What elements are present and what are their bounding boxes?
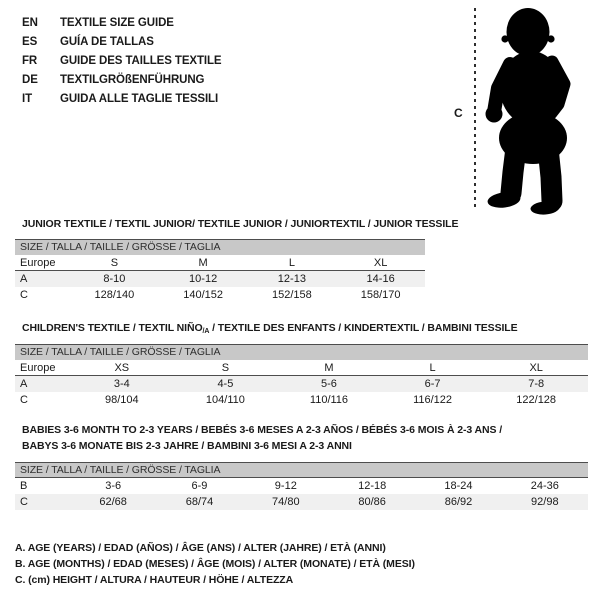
age-cell: 7-8 xyxy=(528,378,545,390)
junior-size-table: SIZE / TALLA / TAILLE / GRÖSSE / TAGLIA … xyxy=(15,239,425,303)
table-row-months: B 3-6 6-9 9-12 12-18 18-24 24-36 xyxy=(15,478,588,494)
footnote-legend: A. AGE (YEARS) / EDAD (AÑOS) / ÂGE (ANS)… xyxy=(15,540,415,588)
height-cell: 152/158 xyxy=(271,289,312,301)
size-cell: L xyxy=(429,362,436,374)
language-row-en: EN TEXTILE SIZE GUIDE xyxy=(22,13,222,32)
children-title-post: / TEXTILE DES ENFANTS / KINDERTEXTIL / B… xyxy=(209,322,518,334)
language-row-fr: FR GUIDE DES TAILLES TEXTILE xyxy=(22,51,222,70)
months-cell: 18-24 xyxy=(444,480,473,492)
height-cell: 116/122 xyxy=(413,394,453,406)
language-row-it: IT GUIDA ALLE TAGLIE TESSILI xyxy=(22,89,222,108)
age-cell: 4-5 xyxy=(217,378,234,390)
months-cell: 3-6 xyxy=(105,480,122,492)
language-label: GUÍA DE TALLAS xyxy=(60,35,154,48)
months-cell: 6-9 xyxy=(191,480,208,492)
language-code: ES xyxy=(22,35,38,48)
height-cell: 122/128 xyxy=(516,394,557,406)
height-cell: 86/92 xyxy=(444,496,473,508)
language-label: GUIDA ALLE TAGLIE TESSILI xyxy=(60,92,219,105)
row-label: C xyxy=(20,289,28,301)
height-cell: 80/86 xyxy=(358,496,386,508)
table-row-age: A 3-4 4-5 5-6 6-7 7-8 xyxy=(15,376,588,392)
table-row-age: A 8-10 10-12 12-13 14-16 xyxy=(15,271,425,287)
row-label: Europe xyxy=(20,257,56,269)
children-title-sub: /A xyxy=(202,328,210,335)
height-cell: 104/110 xyxy=(205,394,245,406)
language-label: TEXTILGRÖßENFÜHRUNG xyxy=(60,73,205,86)
age-cell: 12-13 xyxy=(277,273,306,285)
height-cell: 140/152 xyxy=(183,289,223,301)
size-cell: L xyxy=(288,257,295,269)
table-row-height: C 62/68 68/74 74/80 80/86 86/92 92/98 xyxy=(15,494,588,510)
age-cell: 5-6 xyxy=(321,378,337,390)
babies-size-table: SIZE / TALLA / TAILLE / GRÖSSE / TAGLIA … xyxy=(15,462,588,510)
age-cell: 14-16 xyxy=(366,273,395,285)
size-cell: S xyxy=(110,257,119,269)
children-size-table: SIZE / TALLA / TAILLE / GRÖSSE / TAGLIA … xyxy=(15,344,588,408)
language-label: GUIDE DES TAILLES TEXTILE xyxy=(60,54,222,67)
babies-section-title-line1: BABIES 3-6 MONTH TO 2-3 YEARS / BEBÉS 3-… xyxy=(22,424,503,436)
height-dashed-line xyxy=(474,8,476,210)
row-label: A xyxy=(20,378,28,390)
height-cell: 68/74 xyxy=(185,496,214,508)
height-cell: 158/170 xyxy=(360,289,401,301)
table-row-height: C 98/104 104/110 110/116 116/122 122/128 xyxy=(15,392,588,408)
row-label: C xyxy=(20,394,28,406)
age-cell: 8-10 xyxy=(103,273,126,285)
size-header-bar: SIZE / TALLA / TAILLE / GRÖSSE / TAGLIA xyxy=(15,239,425,255)
row-label: Europe xyxy=(20,362,56,374)
age-cell: 6-7 xyxy=(424,378,441,390)
size-header-bar: SIZE / TALLA / TAILLE / GRÖSSE / TAGLIA xyxy=(15,462,588,478)
footnote-age-months: B. AGE (MONTHS) / EDAD (MESES) / ÂGE (MO… xyxy=(15,558,415,570)
size-cell: M xyxy=(324,362,334,374)
height-cell: 110/116 xyxy=(309,394,349,406)
age-cell: 10-12 xyxy=(189,273,218,285)
babies-section-title-line2: BABYS 3-6 MONATE BIS 2-3 JAHRE / BAMBINI… xyxy=(22,440,352,452)
language-code: DE xyxy=(22,73,38,86)
height-cell: 74/80 xyxy=(272,496,300,508)
language-label: TEXTILE SIZE GUIDE xyxy=(60,16,174,29)
language-code: EN xyxy=(22,16,38,29)
language-code: IT xyxy=(22,92,33,105)
height-cell: 98/104 xyxy=(104,394,139,406)
table-row-europe: Europe S M L XL xyxy=(15,255,425,271)
language-list: EN TEXTILE SIZE GUIDE ES GUÍA DE TALLAS … xyxy=(22,13,222,108)
age-cell: 3-4 xyxy=(113,378,130,390)
junior-section-title: JUNIOR TEXTILE / TEXTIL JUNIOR/ TEXTILE … xyxy=(22,218,459,230)
size-cell: S xyxy=(221,362,230,374)
footnote-age-years: A. AGE (YEARS) / EDAD (AÑOS) / ÂGE (ANS)… xyxy=(15,542,386,554)
size-header-bar: SIZE / TALLA / TAILLE / GRÖSSE / TAGLIA xyxy=(15,344,588,360)
baby-silhouette-icon xyxy=(485,8,571,215)
language-code: FR xyxy=(22,54,38,67)
row-label: A xyxy=(20,273,28,285)
table-row-europe: Europe XS S M L XL xyxy=(15,360,588,376)
children-section-title: CHILDREN'S TEXTILE / TEXTIL NIÑO/A / TEX… xyxy=(22,322,518,335)
children-title-pre: CHILDREN'S TEXTILE / TEXTIL NIÑO xyxy=(22,322,203,334)
size-cell: XS xyxy=(114,362,130,374)
height-cell: 62/68 xyxy=(99,496,127,508)
height-figure: C xyxy=(450,0,600,220)
size-cell: XL xyxy=(373,257,388,269)
height-cell: 92/98 xyxy=(531,496,559,508)
row-label: B xyxy=(20,480,28,492)
language-row-de: DE TEXTILGRÖßENFÜHRUNG xyxy=(22,70,222,89)
months-cell: 24-36 xyxy=(530,480,559,492)
row-label: C xyxy=(20,496,28,508)
months-cell: 9-12 xyxy=(274,480,297,492)
language-row-es: ES GUÍA DE TALLAS xyxy=(22,32,222,51)
height-cell: 128/140 xyxy=(94,289,135,301)
size-cell: XL xyxy=(529,362,543,374)
size-cell: M xyxy=(198,257,208,269)
table-row-height: C 128/140 140/152 152/158 158/170 xyxy=(15,287,425,303)
height-c-label: C xyxy=(454,106,463,120)
footnote-height-cm: C. (cm) HEIGHT / ALTURA / HAUTEUR / HÖHE… xyxy=(15,574,294,586)
months-cell: 12-18 xyxy=(358,480,387,492)
